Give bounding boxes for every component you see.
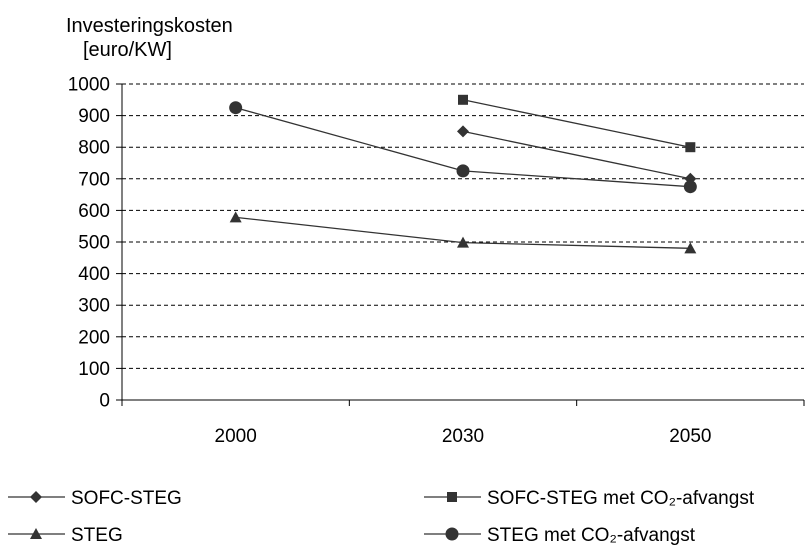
y-tick-label: 800: [78, 138, 110, 159]
axes: [116, 83, 805, 406]
x-tick-label: 2050: [669, 426, 711, 447]
x-tick-labels: 2000 2030 2050: [215, 426, 712, 447]
legend-marker: [30, 528, 42, 539]
y-tick-label: 400: [78, 264, 110, 285]
legend-marker: [445, 527, 459, 541]
legend-item: STEG: [8, 525, 123, 546]
y-axis-title-line-2: [euro/KW]: [83, 39, 172, 61]
y-tick-label: 100: [78, 359, 110, 380]
y-tick-label: 1000: [68, 75, 110, 96]
data-point: [458, 94, 468, 105]
y-tick-labels: 0 100 200 300 400 500 600 700 800 900 1000: [68, 75, 110, 412]
y-tick-label: 900: [78, 106, 110, 127]
series-circle: [229, 101, 697, 194]
x-tick-label: 2030: [442, 426, 484, 447]
legend-label: SOFC-STEG met CO₂-afvangst: [487, 488, 755, 509]
data-point: [457, 236, 469, 248]
y-tick-label: 700: [78, 169, 110, 190]
legend-marker: [447, 492, 457, 502]
legend-item: STEG met CO₂-afvangst: [424, 525, 696, 546]
legend-label: STEG met CO₂-afvangst: [487, 525, 696, 546]
data-point: [457, 125, 469, 138]
y-tick-label: 500: [78, 233, 110, 254]
y-tick-label: 300: [78, 296, 110, 317]
series-group: [229, 94, 697, 254]
data-point: [456, 164, 470, 178]
legend-label: SOFC-STEG: [71, 488, 182, 509]
legend-item: SOFC-STEG met CO₂-afvangst: [424, 488, 755, 509]
legend: SOFC-STEG SOFC-STEG met CO₂-afvangst STEG S…: [8, 488, 755, 546]
series-line: [462, 99, 691, 148]
legend-label: STEG: [71, 525, 123, 546]
legend-item: SOFC-STEG: [8, 488, 182, 509]
series-diamond: [457, 125, 697, 185]
data-point: [684, 242, 697, 254]
y-axis-title: Investeringskosten [euro/KW]: [66, 15, 233, 61]
y-tick-label: 200: [78, 327, 110, 348]
legend-marker: [30, 491, 42, 503]
data-point: [685, 142, 696, 153]
y-tick-label: 0: [99, 391, 110, 412]
data-point: [683, 180, 697, 194]
x-tick-label: 2000: [215, 426, 257, 447]
series-line: [462, 130, 691, 180]
series-triangle: [229, 211, 697, 254]
series-square: [458, 94, 696, 153]
data-point: [229, 211, 242, 223]
y-axis-title-line-1: Investeringskosten: [66, 15, 233, 37]
y-tick-label: 600: [78, 201, 110, 222]
data-point: [229, 101, 243, 115]
